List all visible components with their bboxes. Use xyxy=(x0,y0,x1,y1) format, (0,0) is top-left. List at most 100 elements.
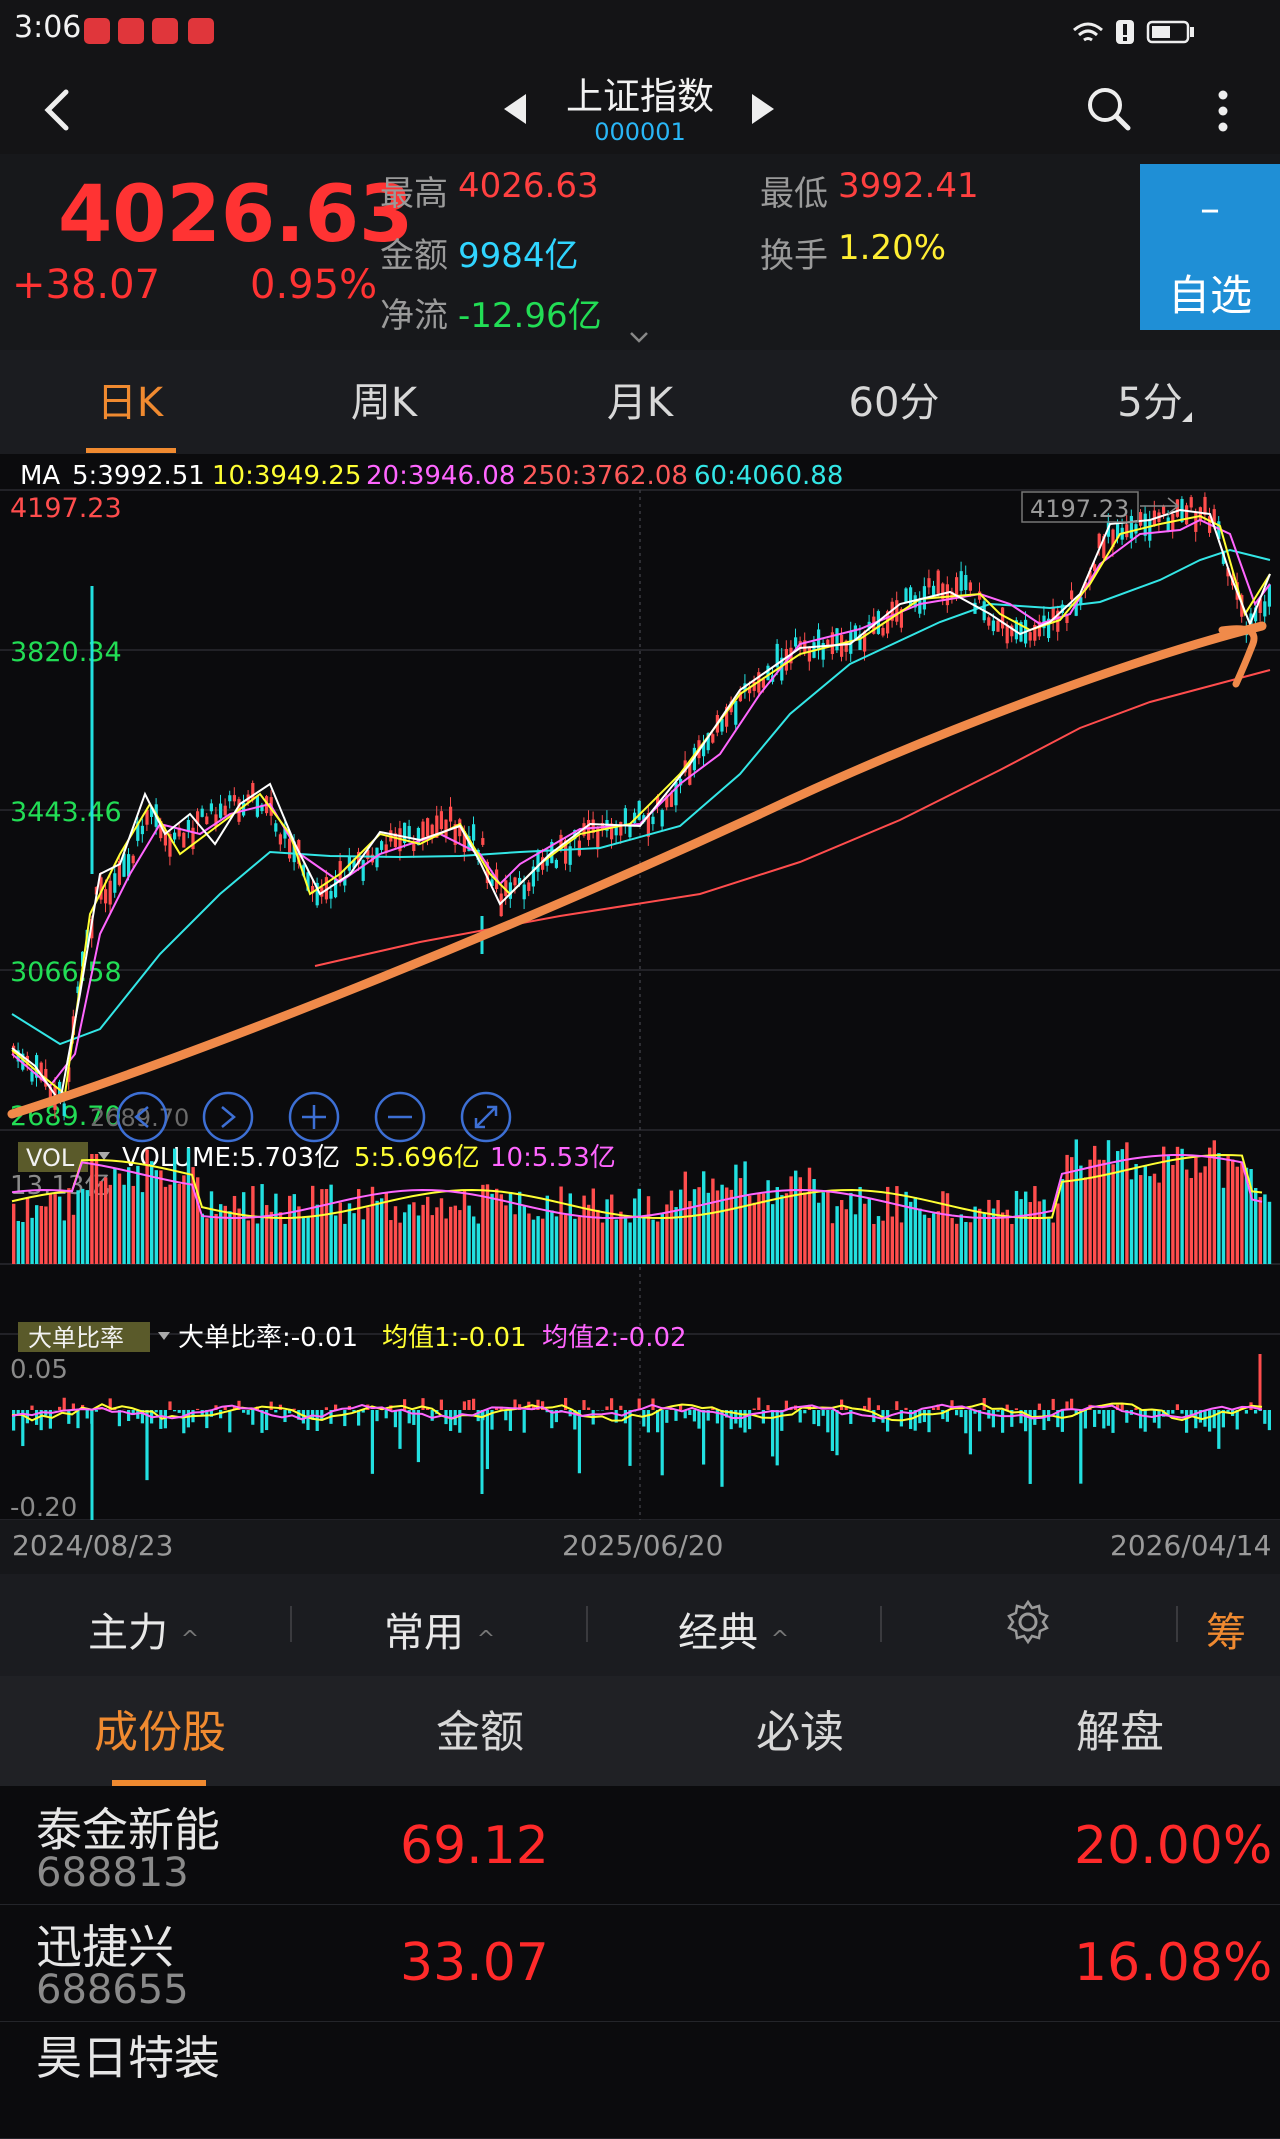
ratio-bar xyxy=(385,1410,388,1418)
app-notification-icon xyxy=(118,18,144,44)
volume-bar xyxy=(1024,1192,1027,1264)
divider xyxy=(1176,1606,1178,1642)
ratio-bar xyxy=(371,1410,374,1474)
ratio-bar xyxy=(270,1402,273,1410)
volume-bar xyxy=(845,1209,848,1264)
ratio-bar xyxy=(1180,1410,1183,1414)
tab-constituents[interactable]: 成份股 xyxy=(20,1696,300,1760)
volume-bar xyxy=(228,1211,231,1264)
ratio-bar xyxy=(605,1406,608,1410)
volume-bar xyxy=(1208,1148,1211,1264)
table-row[interactable]: 昊日特装 xyxy=(0,2022,1280,2139)
volume-bar xyxy=(992,1209,995,1264)
volume-bar xyxy=(224,1206,227,1264)
ratio-bar xyxy=(196,1409,199,1410)
volume-bar xyxy=(375,1201,378,1264)
volume-bar xyxy=(826,1190,829,1264)
volume-bar xyxy=(58,1197,61,1264)
candle-body xyxy=(1263,601,1266,616)
vol-tag[interactable]: VOL xyxy=(26,1144,75,1172)
volume-bar xyxy=(753,1203,756,1264)
settings-gear-icon[interactable] xyxy=(1004,1598,1052,1646)
tab-daily-k[interactable]: 日K xyxy=(40,370,220,428)
caret-up-icon: ^ xyxy=(181,1627,199,1652)
toolbar-common[interactable]: 常用 ^ xyxy=(384,1600,495,1658)
candle-body xyxy=(1125,524,1128,537)
volume-bar xyxy=(1075,1139,1078,1264)
tab-weekly-k[interactable]: 周K xyxy=(294,370,474,428)
ratio-bar xyxy=(440,1400,443,1410)
ratio-bar xyxy=(610,1398,613,1410)
volume-bar xyxy=(316,1205,319,1264)
tab-amount[interactable]: 金额 xyxy=(340,1696,620,1760)
ratio-bar xyxy=(1061,1410,1064,1432)
ratio-tag[interactable]: 大单比率 xyxy=(28,1324,124,1352)
volume-bar xyxy=(518,1192,521,1264)
volume-bar xyxy=(1153,1174,1156,1264)
ratio-bar xyxy=(1029,1410,1032,1484)
ratio-bar xyxy=(642,1410,645,1427)
volume-bar xyxy=(173,1149,176,1264)
volume-bar xyxy=(348,1203,351,1264)
table-row[interactable]: 迅捷兴 688655 33.07 16.08% xyxy=(0,1905,1280,2022)
tab-5min[interactable]: 5分 xyxy=(1060,370,1240,428)
kline-chart[interactable]: MA 5:3992.51 10:3949.25 20:3946.08 250:3… xyxy=(0,454,1280,1574)
volume-bar xyxy=(854,1214,857,1264)
expand-chevron-icon[interactable] xyxy=(628,330,650,344)
tab-60min[interactable]: 60分 xyxy=(804,370,984,428)
volume-bar xyxy=(1222,1188,1225,1264)
tab-must-read[interactable]: 必读 xyxy=(660,1696,940,1760)
volume-bar xyxy=(904,1192,907,1264)
ratio-bar xyxy=(624,1410,627,1423)
volume-bar xyxy=(771,1204,774,1264)
volume-bar xyxy=(109,1185,112,1264)
candle-body xyxy=(513,877,516,885)
toolbar-main-force[interactable]: 主力 ^ xyxy=(88,1600,199,1658)
volume-bar xyxy=(274,1194,277,1264)
volume-bar xyxy=(587,1205,590,1264)
tab-monthly-k[interactable]: 月K xyxy=(550,370,730,428)
table-row[interactable]: 泰金新能 688813 69.12 20.00% xyxy=(0,1788,1280,1905)
candle-body xyxy=(527,882,530,891)
divider xyxy=(880,1606,882,1642)
ratio-bar xyxy=(228,1410,231,1432)
volume-bar xyxy=(941,1191,944,1264)
candle-body xyxy=(1001,607,1004,628)
volume-bar xyxy=(329,1185,332,1264)
ratio-bar xyxy=(628,1410,631,1466)
ratio-bar xyxy=(247,1410,250,1415)
candle-body xyxy=(444,820,447,837)
candle-body xyxy=(624,808,627,824)
ratio-bar xyxy=(1185,1410,1188,1433)
ratio-bar xyxy=(417,1410,420,1462)
volume-bar xyxy=(679,1190,682,1264)
volume-bar xyxy=(219,1204,222,1264)
volume-bar xyxy=(1194,1158,1197,1264)
more-periods-icon[interactable] xyxy=(1180,410,1194,424)
ratio-bar xyxy=(86,1410,89,1418)
max-price-tag: 4197.23 xyxy=(1030,495,1129,523)
volume-bar xyxy=(293,1194,296,1264)
more-menu-icon[interactable] xyxy=(1212,88,1234,134)
volume-bar xyxy=(210,1191,213,1264)
ratio-bar xyxy=(587,1408,590,1410)
watchlist-button[interactable]: – 自选 xyxy=(1140,164,1280,330)
ratio-bar xyxy=(969,1410,972,1454)
toolbar-chip[interactable]: 筹 xyxy=(1206,1600,1246,1658)
ratio-bar xyxy=(1245,1410,1248,1414)
next-index-icon[interactable] xyxy=(748,92,778,126)
tab-analysis[interactable]: 解盘 xyxy=(980,1696,1260,1760)
toolbar-classic[interactable]: 经典 ^ xyxy=(678,1600,789,1658)
toolbar-classic-label: 经典 xyxy=(678,1610,758,1656)
volume-bar xyxy=(463,1190,466,1264)
volume-bar xyxy=(288,1196,291,1264)
volume-bar xyxy=(477,1224,480,1264)
candle-body xyxy=(794,637,797,646)
candle-body xyxy=(969,582,972,590)
candle-body xyxy=(362,860,365,881)
search-icon[interactable] xyxy=(1086,86,1132,134)
volume-bar xyxy=(1148,1176,1151,1264)
candle-body xyxy=(274,823,277,831)
candle-body xyxy=(992,621,995,632)
volume-bar xyxy=(541,1219,544,1264)
